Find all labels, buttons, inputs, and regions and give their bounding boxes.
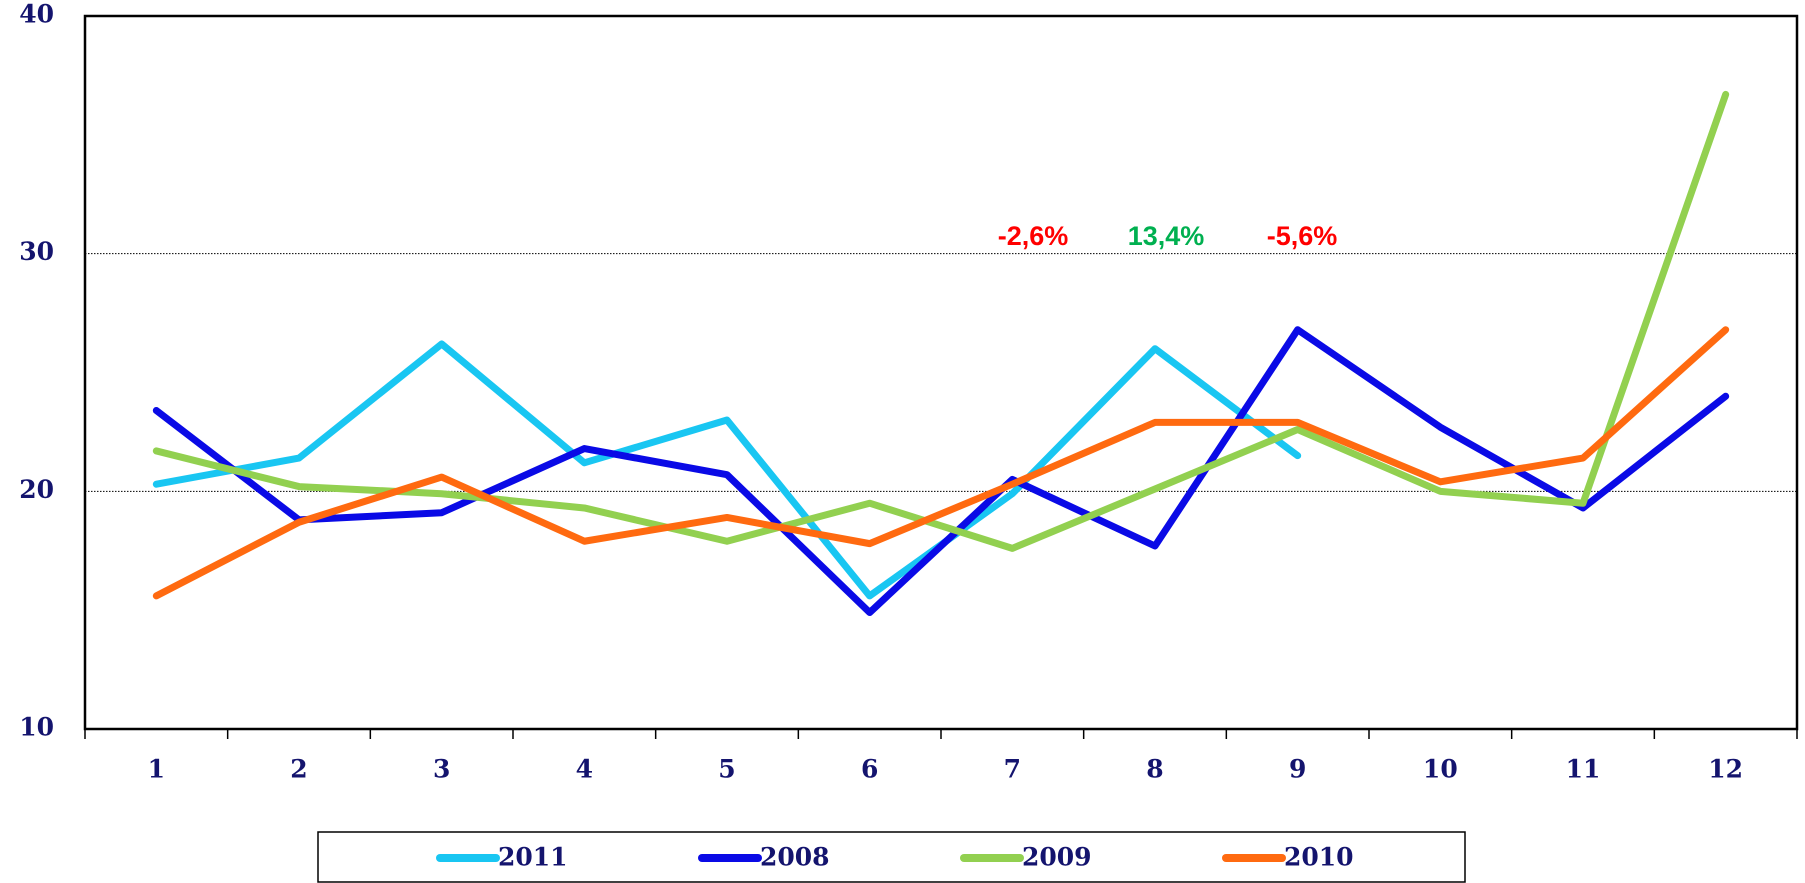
legend-label: 2010 bbox=[1284, 843, 1354, 872]
y-tick-label: 10 bbox=[19, 713, 54, 742]
x-tick-label: 9 bbox=[1289, 755, 1306, 784]
series-line bbox=[152, 90, 1730, 552]
x-tick-label: 3 bbox=[433, 755, 450, 784]
x-tick-label: 8 bbox=[1146, 755, 1163, 784]
legend-label: 2011 bbox=[498, 843, 568, 872]
x-tick-label: 6 bbox=[861, 755, 878, 784]
annotation: 13,4% bbox=[1128, 221, 1205, 251]
legend-label: 2008 bbox=[760, 843, 830, 872]
y-tick-label: 30 bbox=[19, 237, 54, 266]
x-tick-label: 4 bbox=[576, 755, 593, 784]
plot-frame bbox=[83, 14, 1799, 731]
y-tick-label: 40 bbox=[19, 0, 54, 29]
legend-label: 2009 bbox=[1022, 843, 1092, 872]
annotation: -2,6% bbox=[998, 221, 1069, 251]
x-tick-label: 1 bbox=[148, 755, 165, 784]
series-line bbox=[152, 326, 1730, 617]
x-tick-label: 5 bbox=[718, 755, 735, 784]
series-line bbox=[152, 340, 1302, 600]
x-tick-label: 11 bbox=[1566, 755, 1601, 784]
x-tick-label: 7 bbox=[1004, 755, 1021, 784]
x-tick-label: 2 bbox=[290, 755, 307, 784]
annotation: -5,6% bbox=[1267, 221, 1338, 251]
x-tick-label: 10 bbox=[1423, 755, 1458, 784]
y-tick-label: 20 bbox=[19, 475, 54, 504]
series-line bbox=[152, 326, 1730, 600]
x-tick-label: 12 bbox=[1708, 755, 1743, 784]
